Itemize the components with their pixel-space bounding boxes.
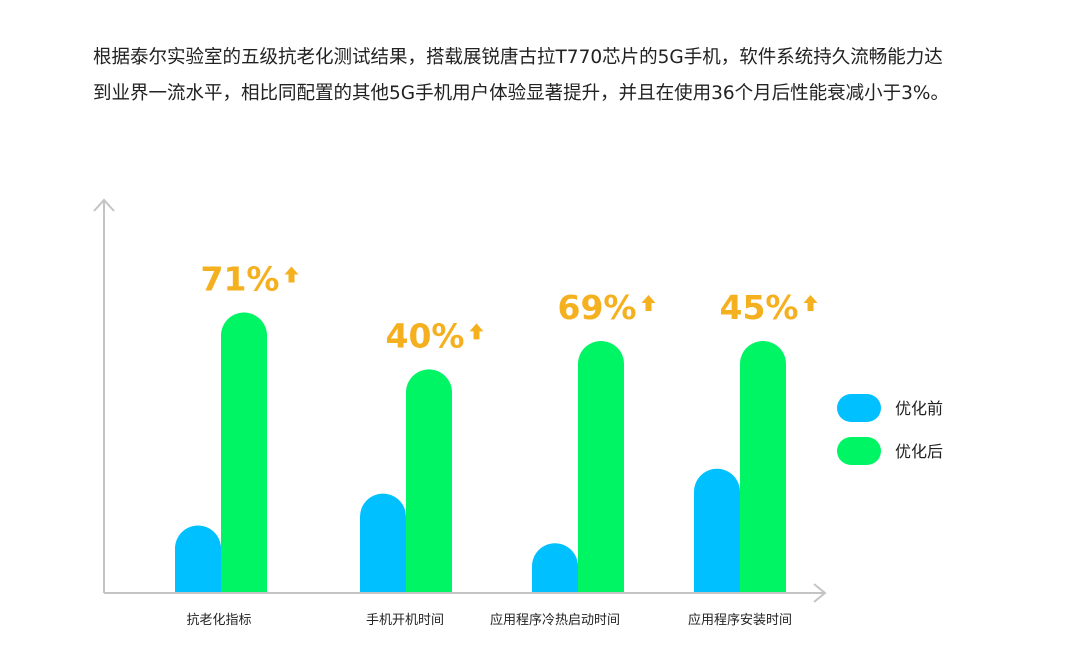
category-label-1: 手机开机时间 [366, 613, 444, 628]
bar-after-0 [221, 312, 267, 592]
legend-swatch-after [837, 437, 881, 465]
up-arrow-icon-1 [469, 323, 484, 340]
bar-before-2 [532, 543, 578, 592]
legend-label-before: 优化前 [895, 399, 943, 418]
bar-after-3 [740, 340, 786, 592]
up-arrow-icon-0 [284, 266, 299, 283]
x-axis [104, 583, 827, 603]
improvement-label-0: 71% [201, 260, 280, 299]
up-arrow-icon-3 [803, 294, 818, 311]
bar-before-1 [360, 493, 406, 592]
improvement-label-3: 45% [720, 288, 799, 327]
bar-after-1 [406, 369, 452, 592]
category-label-3: 应用程序安装时间 [688, 612, 792, 628]
legend-label-after: 优化后 [895, 442, 943, 461]
category-label-0: 抗老化指标 [186, 613, 251, 628]
category-label-2: 应用程序冷热启动时间 [490, 612, 620, 628]
bar-after-2 [578, 340, 624, 592]
legend-swatch-before [837, 394, 881, 422]
bar-before-3 [694, 468, 740, 592]
up-arrow-icon-2 [641, 294, 656, 311]
improvement-label-1: 40% [386, 316, 465, 355]
bar-before-0 [175, 525, 221, 592]
intro-paragraph: 根据泰尔实验室的五级抗老化测试结果，搭载展锐唐古拉T770芯片的5G手机，软件系… [93, 47, 949, 104]
y-axis [93, 198, 115, 593]
improvement-label-2: 69% [558, 288, 637, 327]
